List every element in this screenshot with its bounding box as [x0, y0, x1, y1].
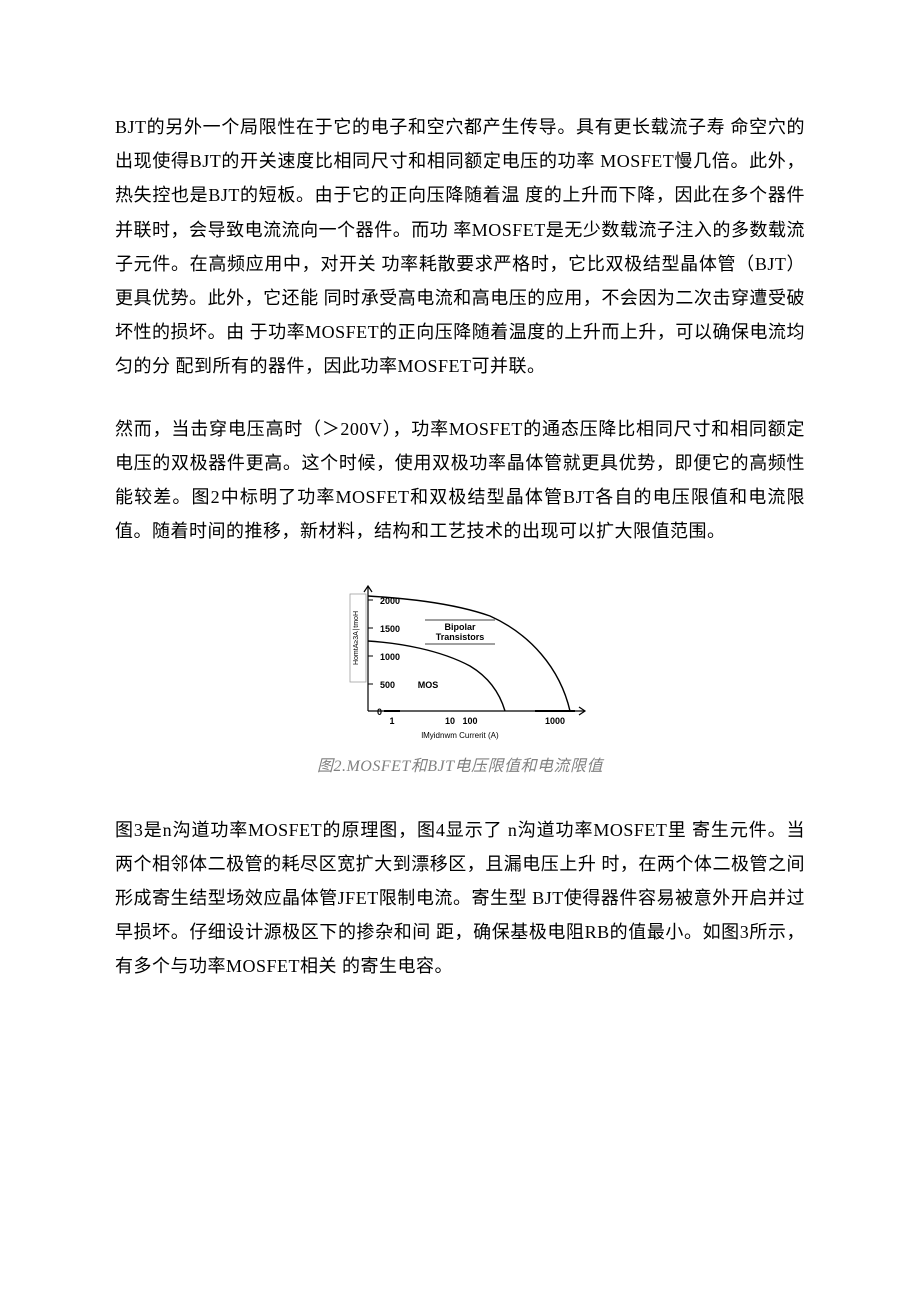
paragraph-1: BJT的另外一个局限性在于它的电子和空穴都产生传导。具有更长载流子寿 命空穴的出…: [115, 110, 805, 384]
x-tick-10: 10: [445, 716, 455, 726]
caption-prefix: 图: [317, 758, 334, 775]
x-tick-100: 100: [462, 716, 477, 726]
bipolar-label-1: Bipolar: [444, 622, 476, 632]
caption-number: 2.MOSFET: [333, 758, 410, 775]
y-tick-1000: 1000: [380, 652, 400, 662]
x-axis-label: lMyidnwm Currerit (A): [421, 731, 499, 740]
figure-2: HomtA≥3A∣tmoH 0 500 1000 1500 2000 1 10 …: [115, 576, 805, 782]
bipolar-label-2: Transistors: [436, 632, 485, 642]
paragraph-3: 图3是n沟道功率MOSFET的原理图，图4显示了 n沟道功率MOSFET里 寄生…: [115, 813, 805, 984]
x-tick-1: 1: [389, 716, 394, 726]
figure-2-caption: 图2.MOSFET和BJT电压限值和电流限值: [317, 752, 603, 782]
figure-2-chart: HomtA≥3A∣tmoH 0 500 1000 1500 2000 1 10 …: [320, 576, 600, 746]
paragraph-2: 然而，当击穿电压高时（＞200V），功率MOSFET的通态压降比相同尺寸和相同额…: [115, 412, 805, 549]
y-axis-label-text: HomtA≥3A∣tmoH: [352, 611, 360, 665]
y-tick-0: 0: [377, 707, 382, 717]
x-tick-1000: 1000: [545, 716, 565, 726]
mos-label: MOS: [418, 680, 439, 690]
caption-suffix: 和BJT电压限值和电流限值: [411, 758, 603, 775]
y-tick-500: 500: [380, 680, 395, 690]
y-tick-1500: 1500: [380, 624, 400, 634]
chart-svg: HomtA≥3A∣tmoH 0 500 1000 1500 2000 1 10 …: [320, 576, 600, 746]
